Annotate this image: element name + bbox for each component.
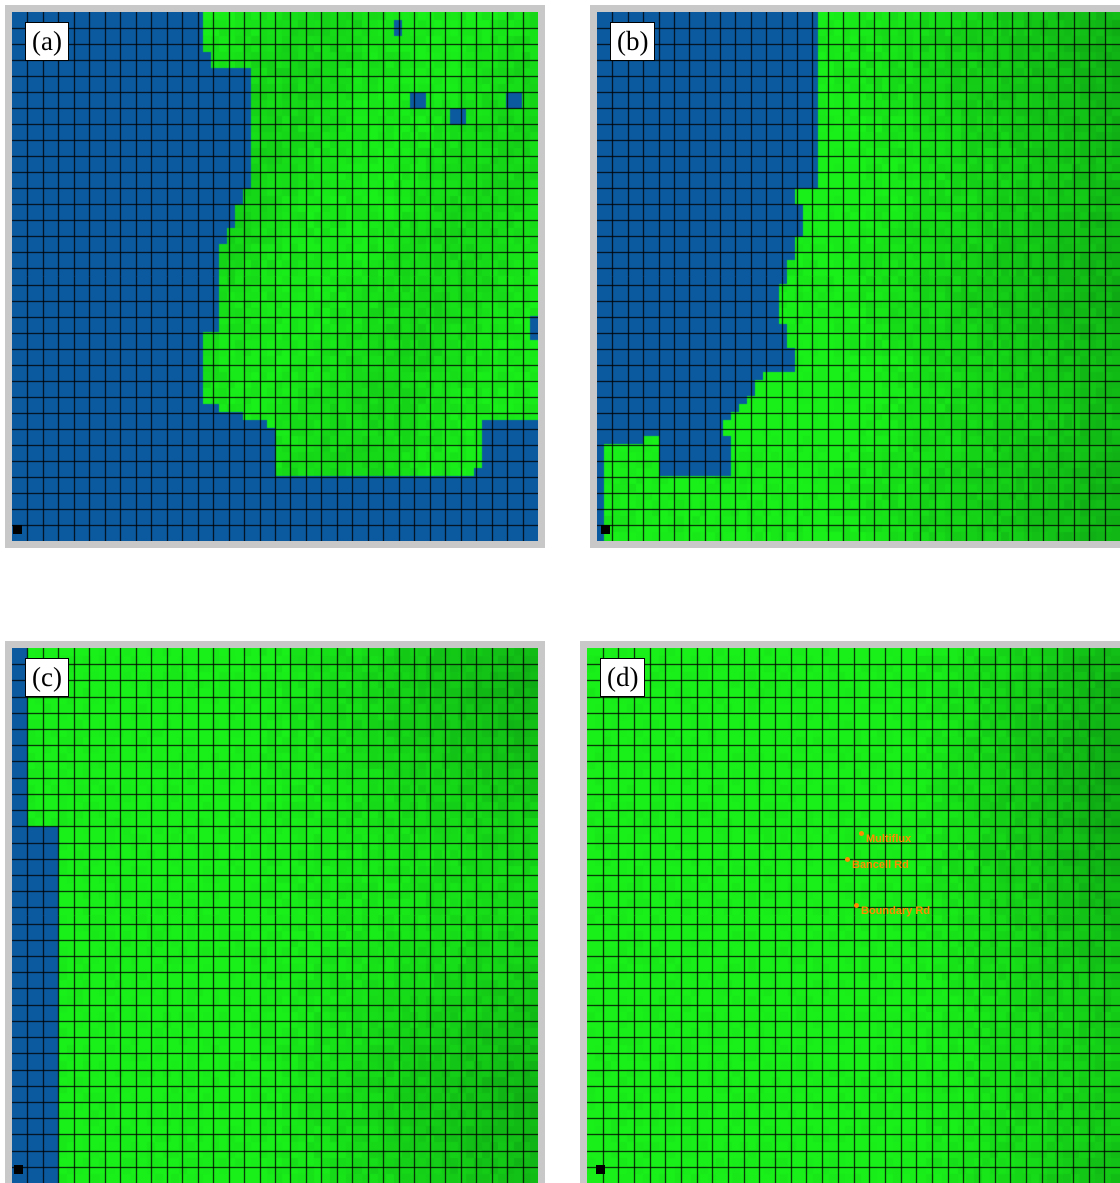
panel-b: (b) (590, 5, 1120, 548)
panel-a: (a) (5, 5, 545, 548)
panel-label-c: (c) (25, 658, 69, 697)
station-multiflux-dot (859, 830, 864, 836)
flood-map-b (597, 12, 1120, 541)
origin-marker-d (596, 1165, 605, 1174)
station-multiflux[interactable]: Multiflux (859, 830, 912, 845)
origin-marker-a (13, 525, 22, 534)
station-bancell-rd-label: Bancell Rd (852, 859, 909, 871)
panel-label-d: (d) (600, 658, 646, 697)
origin-marker-c (14, 1165, 23, 1174)
panel-label-a: (a) (25, 22, 69, 61)
panel-d: (d) Multiflux Bancell Rd Boundary Rd (580, 641, 1120, 1183)
panel-label-b: (b) (610, 22, 656, 61)
flood-map-c (12, 648, 538, 1183)
panel-c: (c) (5, 641, 545, 1183)
origin-marker-b (601, 525, 610, 534)
station-multiflux-label: Multiflux (866, 833, 912, 845)
flood-map-a (12, 12, 538, 541)
station-boundary-rd-dot (854, 902, 859, 908)
flood-map-d (587, 648, 1120, 1183)
station-boundary-rd-label: Boundary Rd (861, 905, 931, 917)
station-boundary-rd[interactable]: Boundary Rd (854, 902, 931, 917)
station-bancell-rd[interactable]: Bancell Rd (845, 856, 909, 871)
station-bancell-rd-dot (845, 856, 850, 862)
